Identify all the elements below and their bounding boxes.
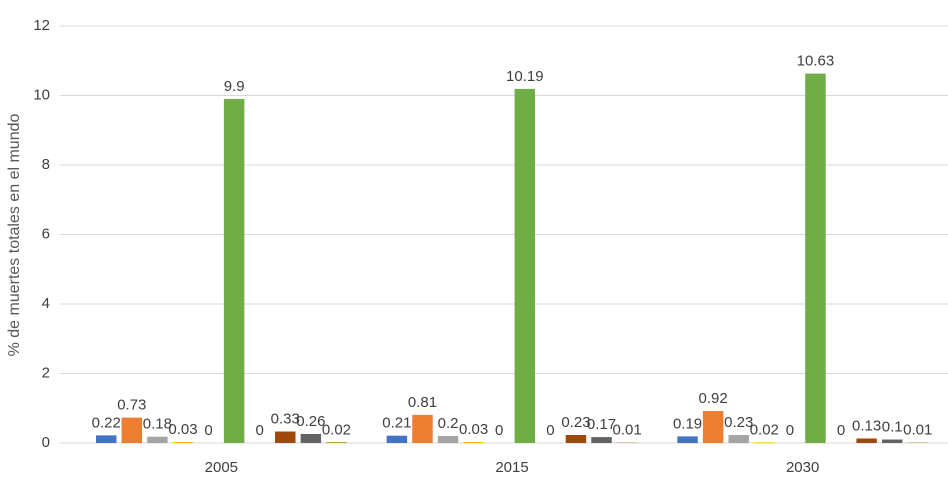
- y-axis-title: % de muertes totales en el mundo: [6, 114, 23, 357]
- bar: [121, 417, 143, 443]
- bar: [856, 438, 877, 443]
- data-label: 10.63: [797, 53, 835, 70]
- data-label: 0.22: [92, 414, 121, 431]
- data-label: 0.73: [117, 397, 146, 414]
- bar: [702, 411, 724, 443]
- data-label: 0.03: [168, 421, 197, 438]
- data-label: 0: [495, 422, 503, 439]
- bar: [463, 441, 484, 443]
- data-label: 0: [256, 422, 264, 439]
- y-tick-label: 4: [42, 295, 50, 312]
- data-label: 0.23: [724, 414, 753, 431]
- data-label: 0.18: [143, 416, 172, 433]
- bar: [514, 88, 536, 444]
- data-label: 0.2: [438, 415, 459, 432]
- y-tick-label: 10: [33, 86, 50, 103]
- x-tick-label: 2005: [205, 459, 238, 476]
- data-label: 0.02: [322, 421, 351, 438]
- data-label: 0.13: [852, 417, 881, 434]
- y-tick-label: 6: [42, 225, 50, 242]
- bar: [386, 435, 408, 443]
- data-label: 0.17: [587, 416, 616, 433]
- bar: [728, 435, 749, 443]
- bar: [677, 436, 698, 443]
- data-label: 0.26: [296, 413, 325, 430]
- data-label: 0.01: [903, 422, 932, 439]
- bar: [805, 73, 826, 444]
- x-tick-label: 2015: [495, 459, 528, 476]
- bar: [326, 442, 347, 443]
- y-tick-label: 0: [42, 434, 50, 451]
- bar: [95, 435, 117, 443]
- y-tick-label: 8: [42, 156, 50, 173]
- data-label: 0.33: [271, 411, 300, 428]
- data-label: 0.01: [613, 422, 642, 439]
- bar: [754, 442, 775, 443]
- bar: [300, 433, 322, 443]
- data-label: 0: [837, 422, 845, 439]
- data-label: 0: [204, 422, 212, 439]
- y-tick-label: 12: [33, 17, 50, 34]
- data-label: 0.19: [673, 415, 702, 432]
- data-label: 0: [786, 422, 794, 439]
- data-label: 0: [546, 422, 554, 439]
- data-label: 0.02: [750, 421, 779, 438]
- bar: [147, 436, 168, 443]
- data-label: 0.81: [408, 394, 437, 411]
- data-label: 10.19: [506, 68, 544, 85]
- data-label: 9.9: [224, 78, 245, 95]
- bar: [223, 98, 245, 443]
- bar: [172, 441, 194, 443]
- bar: [275, 431, 296, 443]
- bar: [565, 435, 587, 443]
- bar: [412, 414, 433, 443]
- data-label: 0.1: [882, 418, 903, 435]
- x-tick-label: 2030: [786, 459, 819, 476]
- data-label: 0.21: [382, 415, 411, 432]
- bar: [437, 436, 459, 443]
- data-label: 0.92: [699, 390, 728, 407]
- bar: [591, 437, 612, 443]
- data-label: 0.23: [561, 414, 590, 431]
- bar: [881, 439, 903, 443]
- data-label: 0.03: [459, 421, 488, 438]
- y-tick-label: 2: [42, 364, 50, 381]
